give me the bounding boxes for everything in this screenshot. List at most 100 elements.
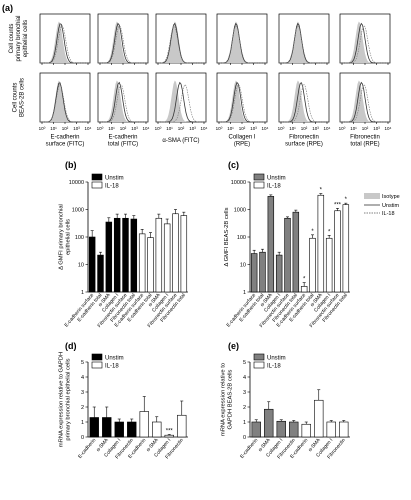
legend-label-1: IL-18 bbox=[105, 364, 119, 370]
panel-label-e: (e) bbox=[228, 341, 239, 351]
bar bbox=[325, 237, 333, 293]
isotype-histogram bbox=[98, 21, 148, 63]
legend-swatch-0 bbox=[91, 353, 103, 361]
isotype-histogram bbox=[156, 80, 206, 122]
y-tick-label: 0 bbox=[81, 435, 84, 441]
bar bbox=[276, 420, 286, 438]
il18-histogram bbox=[217, 84, 267, 123]
significance-mark: *** bbox=[334, 202, 342, 208]
histogram-tick-label: 10³ bbox=[131, 126, 138, 131]
histogram-tick-label: 10⁴ bbox=[385, 126, 392, 131]
histogram-tick-label: 10⁴ bbox=[324, 126, 331, 131]
bar bbox=[289, 421, 299, 438]
y-axis-label: Δ GMFI BEAS-2B cells bbox=[224, 207, 230, 266]
il18-histogram bbox=[40, 83, 90, 123]
isotype-histogram bbox=[340, 80, 390, 122]
bar bbox=[326, 421, 336, 438]
bar bbox=[127, 421, 137, 438]
y-tick-label: 5 bbox=[81, 360, 84, 366]
bar bbox=[172, 213, 179, 293]
bar bbox=[177, 414, 187, 438]
bar bbox=[152, 421, 162, 438]
legend-label-0: Unstim bbox=[267, 176, 286, 182]
bar bbox=[309, 237, 316, 293]
bar bbox=[122, 217, 129, 293]
y-tick-label: 10 bbox=[78, 263, 84, 269]
y-tick-label: 1000 bbox=[234, 208, 246, 214]
isotype-histogram bbox=[217, 21, 267, 63]
histogram-tick-label: 10⁴ bbox=[85, 126, 92, 131]
significance-mark: * bbox=[345, 197, 348, 203]
bar bbox=[114, 421, 124, 438]
il18-histogram bbox=[156, 25, 206, 64]
bar bbox=[251, 421, 261, 438]
il18-histogram bbox=[340, 25, 390, 64]
histogram-tick-label: 10⁰ bbox=[278, 126, 285, 131]
histogram-tick-label: 10⁴ bbox=[143, 126, 150, 131]
legend-label-1: IL-18 bbox=[105, 184, 119, 190]
bar bbox=[147, 237, 154, 293]
y-tick-label: 0 bbox=[243, 435, 246, 441]
y-tick-label: 2 bbox=[81, 405, 84, 411]
panel-label-d: (d) bbox=[65, 341, 77, 351]
bar bbox=[138, 233, 146, 293]
bar bbox=[164, 434, 174, 438]
legend-swatch-0 bbox=[253, 353, 265, 361]
histogram-tick-label: 10¹ bbox=[227, 126, 234, 131]
histogram-tick-label: 10⁰ bbox=[97, 126, 104, 131]
y-tick-label: 3 bbox=[243, 390, 246, 396]
significance-mark: * bbox=[320, 188, 323, 194]
histogram-tick-label: 10² bbox=[301, 126, 308, 131]
histogram-tick-label: 10¹ bbox=[350, 126, 357, 131]
y-tick-label: 1 bbox=[243, 420, 246, 426]
histogram-tick-label: 10³ bbox=[373, 126, 380, 131]
legend-swatch-1 bbox=[253, 181, 265, 189]
column-label-3: Collagen I (RPE) bbox=[228, 135, 255, 148]
il18-histogram bbox=[40, 25, 90, 64]
row-label-1: Cell countsBEAS-2B cells bbox=[13, 78, 26, 117]
column-label-0: E-cadherin surface (FITC) bbox=[46, 135, 85, 148]
y-axis-label: mRNA expression relative to GAPDHprimary… bbox=[59, 352, 72, 447]
histogram-tick-label: 10¹ bbox=[289, 126, 296, 131]
histogram-tick-label: 10³ bbox=[73, 126, 80, 131]
bar bbox=[180, 215, 188, 293]
panel-label-c: (c) bbox=[228, 160, 239, 170]
y-tick-label: 4 bbox=[243, 375, 246, 381]
panel-label-b: (b) bbox=[65, 160, 77, 170]
y-axis-label: mRNA expression relative toGAPDH BEAS-2B… bbox=[221, 363, 234, 436]
bar bbox=[317, 194, 325, 293]
legend-label-isotype: Isotype bbox=[382, 194, 400, 200]
isotype-histogram bbox=[98, 80, 148, 122]
isotype-histogram bbox=[40, 21, 90, 63]
bar bbox=[105, 221, 113, 293]
y-tick-label: 5 bbox=[243, 360, 246, 366]
histogram-tick-label: 10⁰ bbox=[216, 126, 223, 131]
isotype-histogram bbox=[279, 80, 329, 122]
bar bbox=[275, 254, 283, 293]
histogram-tick-label: 10² bbox=[362, 126, 369, 131]
column-label-1: E-cadherin total (FITC) bbox=[108, 135, 138, 148]
histogram-tick-label: 10³ bbox=[250, 126, 257, 131]
bar bbox=[139, 411, 149, 438]
isotype-histogram bbox=[279, 21, 329, 63]
y-axis-label: Δ GMFI primary bronchialepithelial cells bbox=[59, 204, 72, 270]
il18-histogram bbox=[156, 84, 206, 123]
histogram-tick-label: 10¹ bbox=[50, 126, 57, 131]
histogram-tick-label: 10² bbox=[239, 126, 246, 131]
bar bbox=[89, 417, 99, 438]
legend-label-0: Unstim bbox=[105, 176, 124, 182]
bar bbox=[339, 421, 349, 438]
y-tick-label: 2 bbox=[243, 405, 246, 411]
il18-histogram bbox=[98, 25, 148, 64]
histogram-tick-label: 10³ bbox=[189, 126, 196, 131]
isotype-histogram bbox=[340, 21, 390, 63]
bar bbox=[300, 286, 308, 293]
bar bbox=[155, 217, 163, 293]
histogram-tick-label: 10² bbox=[62, 126, 69, 131]
histogram-tick-label: 10⁴ bbox=[201, 126, 208, 131]
y-tick-label: 10000 bbox=[69, 180, 84, 186]
legend-swatch-1 bbox=[91, 361, 103, 369]
y-tick-label: 3 bbox=[81, 390, 84, 396]
